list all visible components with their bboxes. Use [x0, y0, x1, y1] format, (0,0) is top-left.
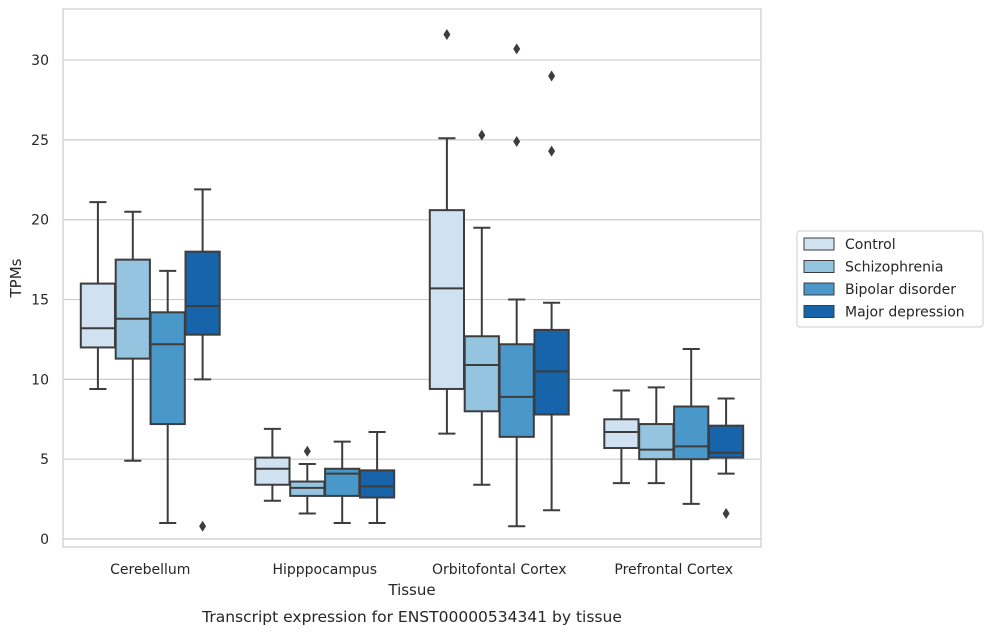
box-iqr	[79, 282, 117, 349]
y-tick-label: 25	[31, 133, 49, 149]
outlier-point	[443, 29, 451, 41]
box-group	[533, 70, 570, 512]
x-axis-label: Tissue	[387, 581, 435, 599]
legend-swatch	[803, 305, 835, 318]
legend-frame	[796, 230, 984, 328]
x-tick-label: Cerebellum	[110, 562, 190, 578]
legend-swatch	[803, 282, 835, 296]
box-iqr	[254, 456, 291, 486]
box-group	[184, 188, 221, 532]
outlier-point	[548, 70, 556, 82]
y-tick-label: 10	[31, 372, 49, 388]
outlier-point	[722, 507, 730, 519]
box-iqr	[184, 250, 221, 336]
y-tick-label: 5	[40, 452, 49, 468]
box-group	[114, 210, 151, 462]
box-group	[428, 29, 466, 435]
legend-label: Control	[845, 237, 896, 253]
box-iqr	[463, 335, 500, 413]
x-tick-label: Orbitofontal Cortex	[432, 562, 567, 578]
x-axis-ticks: Cerebellum Hipppocampus Orbitofontal Corte…	[110, 562, 733, 578]
box-group	[149, 269, 186, 525]
outlier-point	[548, 145, 556, 157]
box-group	[289, 445, 326, 515]
box-group	[603, 389, 640, 485]
box-iqr	[498, 343, 535, 438]
outlier-point	[199, 520, 207, 532]
y-tick-label: 30	[31, 53, 49, 69]
outlier-point	[513, 136, 521, 148]
x-tick-label: Hipppocampus	[272, 562, 377, 578]
box-iqr	[428, 209, 466, 390]
boxes	[79, 29, 745, 532]
outlier-point	[478, 129, 486, 141]
box-iqr	[149, 311, 186, 426]
chart-caption: Transcript expression for ENST0000053434…	[201, 608, 622, 626]
box-iqr	[603, 418, 640, 450]
y-axis-ticks: 0 5 10 15 20 25 30	[31, 53, 49, 548]
legend-swatch	[803, 260, 835, 273]
box-group	[498, 43, 535, 528]
y-tick-label: 20	[31, 213, 49, 229]
legend: Control Schizophrenia Bipolar disorder Majo…	[796, 230, 984, 328]
box-iqr	[114, 258, 151, 360]
outlier-point	[303, 445, 311, 457]
y-tick-label: 15	[31, 293, 49, 309]
box-group	[358, 431, 396, 525]
y-tick-label: 0	[40, 532, 49, 548]
legend-swatch	[803, 237, 835, 251]
box-iqr	[638, 423, 675, 461]
outlier-point	[513, 43, 521, 55]
box-group	[254, 427, 291, 502]
box-group	[79, 201, 117, 390]
box-iqr	[358, 469, 396, 499]
legend-label: Schizophrenia	[845, 260, 943, 276]
legend-label: Major depression	[845, 305, 965, 321]
box-group	[707, 397, 745, 519]
box-iqr	[673, 405, 710, 461]
legend-label: Bipolar disorder	[845, 282, 956, 298]
box-group	[638, 386, 675, 485]
y-axis-label: TPMs	[7, 258, 25, 298]
x-tick-label: Prefrontal Cortex	[614, 562, 733, 578]
box-group	[463, 129, 500, 486]
